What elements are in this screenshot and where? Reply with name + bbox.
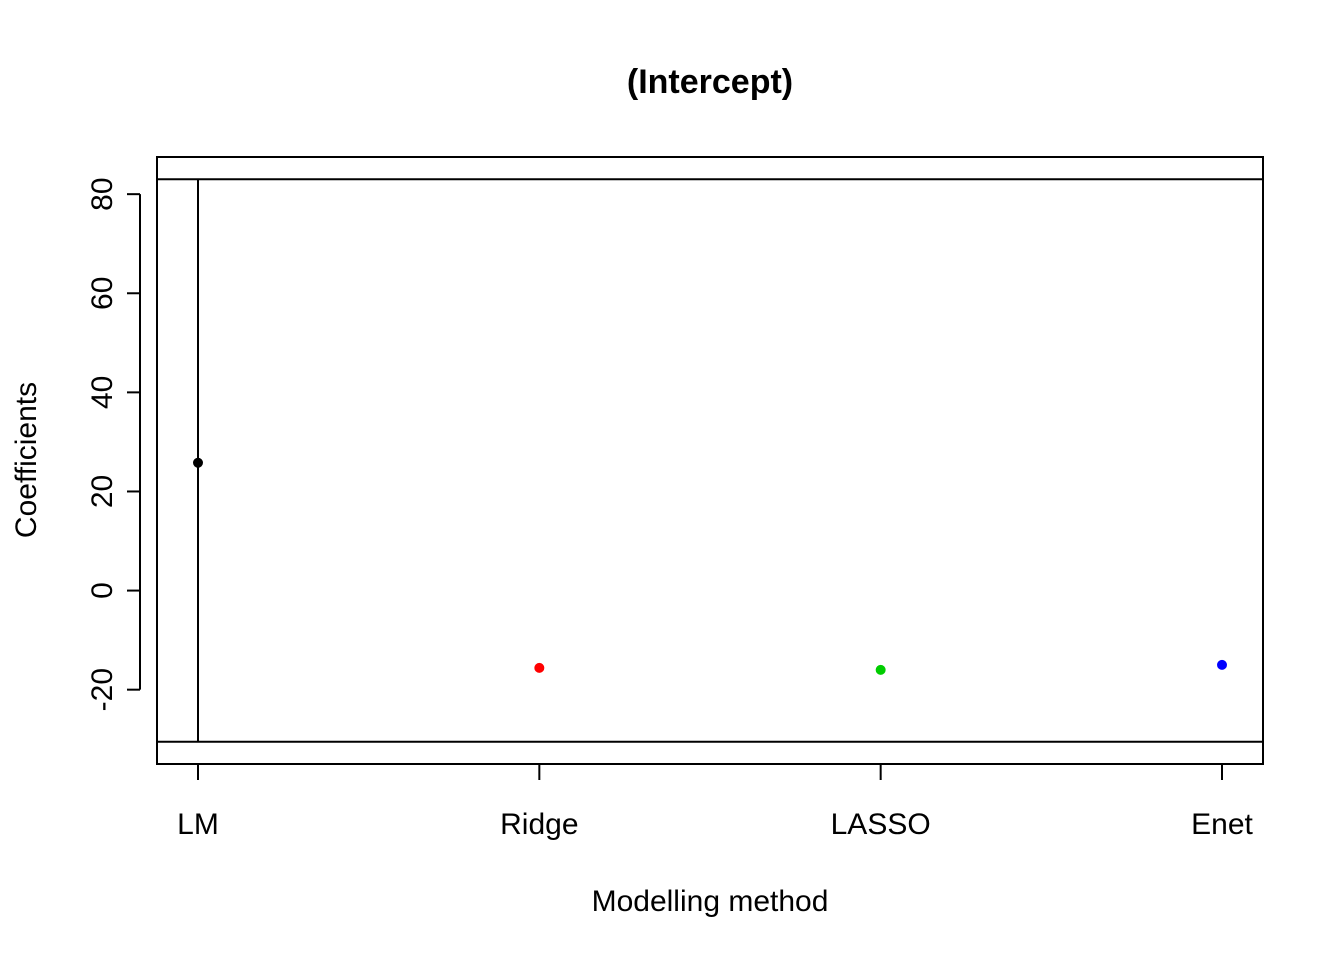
y-tick-label: 0 [86, 582, 119, 599]
y-tick-label: -20 [86, 668, 119, 711]
point-lasso [875, 664, 886, 675]
reference-lines [157, 178, 1263, 743]
x-axis-label: Modelling method [592, 885, 829, 918]
x-tick-label-lasso: LASSO [831, 808, 931, 841]
x-tick-label-ridge: Ridge [500, 808, 578, 841]
chart-title: (Intercept) [627, 63, 793, 101]
y-tick-label: 40 [86, 376, 119, 409]
y-axis: -20 0 20 40 60 80 [86, 177, 141, 711]
x-axis: LM Ridge LASSO Enet [177, 764, 1254, 841]
y-tick-label: 20 [86, 475, 119, 508]
y-axis-label: Coefficients [10, 382, 43, 538]
x-tick-label-lm: LM [177, 808, 219, 841]
data-points [193, 457, 1227, 675]
x-tick-label-enet: Enet [1191, 808, 1253, 841]
point-lm [193, 457, 203, 468]
y-tick-label: 60 [86, 277, 119, 310]
point-ridge [534, 662, 545, 673]
point-enet [1217, 659, 1227, 670]
plot-frame [156, 156, 1264, 765]
y-tick-label: 80 [86, 177, 119, 210]
